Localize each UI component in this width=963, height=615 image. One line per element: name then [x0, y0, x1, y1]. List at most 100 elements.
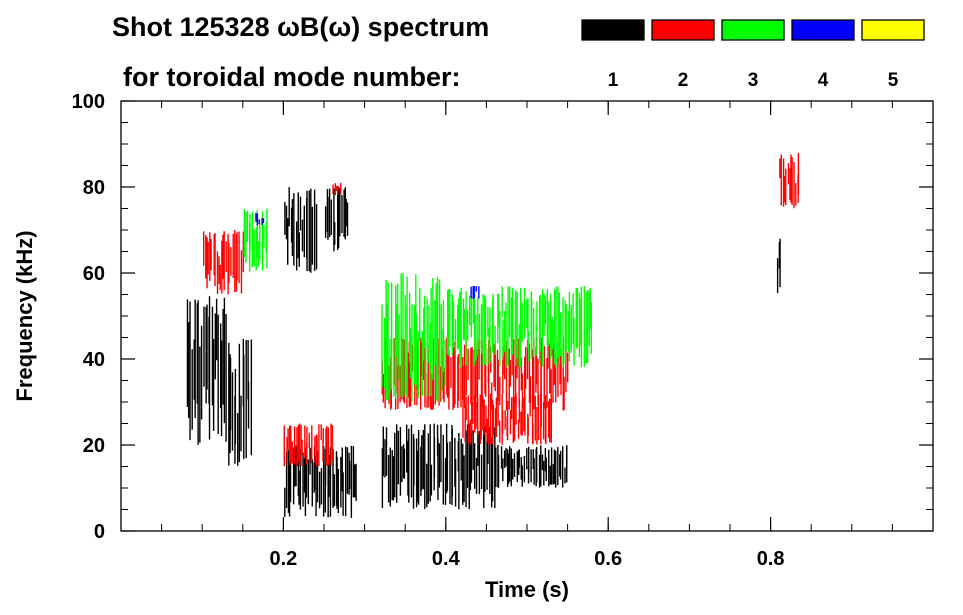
spectrum-streak	[285, 205, 288, 240]
spectrum-streak	[263, 224, 265, 249]
spectrum-streak	[547, 340, 549, 369]
spectrum-streak	[315, 455, 317, 517]
spectrum-streak	[297, 192, 299, 259]
spectrum-streak	[454, 437, 456, 487]
region-mode-1	[324, 187, 349, 252]
spectrum-streak	[417, 331, 420, 399]
spectrum-streak	[296, 427, 298, 467]
spectrum-streak	[257, 241, 259, 267]
spectrum-streak	[529, 376, 532, 403]
spectrum-streak	[507, 453, 510, 484]
spectrum-streak	[492, 404, 495, 436]
spectrum-streak	[528, 343, 531, 403]
spectrum-streak	[230, 247, 232, 276]
spectrum-streak	[466, 310, 469, 341]
spectrum-streak	[515, 393, 517, 425]
spectrum-streak	[480, 454, 483, 490]
spectrum-streak	[460, 337, 462, 408]
spectrum-streak	[399, 426, 402, 496]
chart-title-line2: for toroidal mode number:	[123, 62, 461, 92]
spectrum-streak	[563, 376, 565, 411]
spectrum-streak	[203, 306, 205, 387]
spectrum-streak	[287, 428, 289, 450]
y-tick-label: 40	[83, 349, 105, 371]
spectrum-streak	[457, 356, 459, 409]
spectrum-streak	[573, 317, 575, 366]
spectrum-streak	[298, 232, 300, 267]
plot-area: 0.2 0.4 0.6 0.8 0 20 40 60 80 100	[72, 91, 934, 570]
spectrum-streak	[417, 430, 420, 505]
spectrum-streak	[290, 425, 292, 462]
spectrum-streak	[342, 472, 344, 516]
spectrum-streak	[413, 438, 415, 486]
spectrum-streak	[301, 219, 304, 252]
spectrum-streak	[505, 340, 508, 411]
spectrum-streak	[489, 307, 491, 363]
spectrum-streak	[261, 211, 264, 271]
spectrum-streak	[483, 399, 485, 435]
spectrum-streak	[450, 357, 452, 388]
spectrum-streak	[208, 296, 211, 440]
spectrum-streak	[576, 288, 578, 348]
spectrum-streak	[454, 318, 457, 352]
spectrum-streak	[223, 297, 226, 424]
spectrum-streak	[510, 448, 513, 487]
spectrum-streak	[521, 402, 523, 436]
spectrum-streak	[345, 198, 347, 227]
spectrum-streak	[336, 191, 339, 250]
legend-swatch-mode-5	[861, 19, 925, 41]
spectrum-streak	[437, 438, 439, 501]
spectrum-streak	[406, 424, 408, 473]
spectrum-streak	[285, 451, 288, 509]
spectrum-streak	[441, 329, 443, 391]
spectrum-streak	[514, 337, 517, 404]
spectrum-streak	[785, 168, 787, 206]
spectrum-streak	[262, 218, 265, 224]
y-tick-label: 0	[94, 521, 105, 543]
axis-ticks: 0.2 0.4 0.6 0.8 0 20 40 60 80 100	[72, 91, 933, 570]
spectrum-streak	[469, 435, 472, 491]
spectrum-streak	[497, 454, 500, 488]
spectrum-streak	[335, 185, 338, 192]
spectrum-streak	[191, 349, 193, 430]
spectrum-streak	[385, 427, 388, 476]
spectrum-streak	[227, 233, 229, 295]
spectrum-streak	[449, 288, 451, 347]
region-mode-3	[243, 208, 268, 272]
spectrum-streak	[472, 430, 474, 470]
spectrum-streak	[311, 425, 313, 460]
spectrum-streak	[421, 435, 423, 491]
spectrum-streak	[402, 273, 404, 397]
spectrum-streak	[506, 449, 509, 487]
spectrum-streak	[502, 458, 504, 482]
spectrum-streak	[470, 347, 472, 405]
spectrum-streak	[523, 397, 525, 432]
spectrum-streak	[228, 342, 230, 466]
spectrum-streak	[535, 447, 538, 483]
spectrum-streak	[328, 188, 331, 238]
spectrum-streak	[293, 426, 296, 465]
spectrum-streak	[476, 349, 479, 408]
spectrum-streak	[186, 299, 189, 407]
spectrum-streak	[565, 304, 567, 351]
spectrum-streak	[299, 448, 302, 510]
spectrum-streak	[283, 425, 285, 467]
spectrum-streak	[331, 425, 334, 461]
spectrum-streak	[408, 428, 410, 503]
spectrum-streak	[304, 425, 306, 459]
spectrum-streak	[542, 401, 545, 440]
spectrum-streak	[501, 286, 503, 318]
spectrum-streak	[304, 447, 307, 516]
spectrum-streak	[336, 456, 338, 509]
spectrum-streak	[783, 175, 786, 203]
spectrum-streak	[288, 187, 290, 227]
spectrum-streak	[531, 393, 534, 445]
spectrum-streak	[546, 358, 548, 408]
spectrum-streak	[431, 373, 433, 411]
spectrum-streak	[491, 399, 494, 445]
spectrum-streak	[484, 295, 486, 365]
spectrum-streak	[547, 401, 550, 438]
legend-label-mode-4: 4	[818, 70, 829, 91]
spectrum-streak	[545, 457, 547, 481]
spectrum-streak	[322, 428, 324, 444]
